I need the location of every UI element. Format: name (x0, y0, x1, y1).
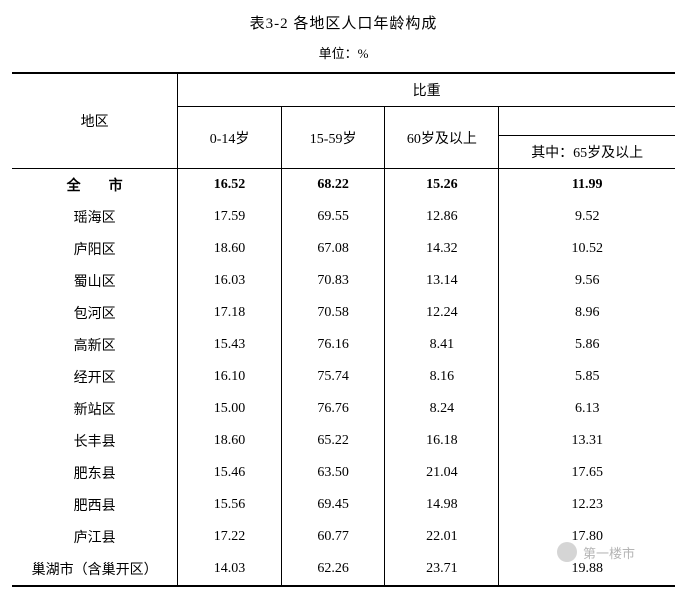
header-col0: 0-14岁 (178, 107, 282, 169)
header-col1: 15-59岁 (281, 107, 385, 169)
region-cell: 巢湖市（含巢开区） (12, 553, 178, 586)
table-row: 瑶海区17.5969.5512.869.52 (12, 201, 675, 233)
age-composition-table: 地区 比重 0-14岁 15-59岁 60岁及以上 其中：65岁及以上 全市16… (12, 72, 675, 587)
table-title: 表3-2 各地区人口年龄构成 (12, 12, 675, 33)
value-cell: 16.52 (178, 169, 282, 202)
value-cell: 15.46 (178, 457, 282, 489)
value-cell: 12.23 (499, 489, 675, 521)
region-cell: 肥东县 (12, 457, 178, 489)
table-row: 庐阳区18.6067.0814.3210.52 (12, 233, 675, 265)
table-row: 包河区17.1870.5812.248.96 (12, 297, 675, 329)
region-cell: 全市 (12, 169, 178, 202)
value-cell: 69.45 (281, 489, 385, 521)
value-cell: 21.04 (385, 457, 499, 489)
table-row: 蜀山区16.0370.8313.149.56 (12, 265, 675, 297)
value-cell: 5.85 (499, 361, 675, 393)
value-cell: 12.24 (385, 297, 499, 329)
value-cell: 8.16 (385, 361, 499, 393)
value-cell: 68.22 (281, 169, 385, 202)
table-row: 新站区15.0076.768.246.13 (12, 393, 675, 425)
value-cell: 15.00 (178, 393, 282, 425)
value-cell: 17.80 (499, 521, 675, 553)
table-row: 庐江县17.2260.7722.0117.80 (12, 521, 675, 553)
value-cell: 9.56 (499, 265, 675, 297)
value-cell: 6.13 (499, 393, 675, 425)
value-cell: 14.03 (178, 553, 282, 586)
value-cell: 69.55 (281, 201, 385, 233)
value-cell: 22.01 (385, 521, 499, 553)
value-cell: 62.26 (281, 553, 385, 586)
value-cell: 14.98 (385, 489, 499, 521)
table-row: 高新区15.4376.168.415.86 (12, 329, 675, 361)
value-cell: 9.52 (499, 201, 675, 233)
table-row: 全市16.5268.2215.2611.99 (12, 169, 675, 202)
header-col2: 60岁及以上 (385, 107, 499, 169)
value-cell: 15.26 (385, 169, 499, 202)
table-row: 巢湖市（含巢开区）14.0362.2623.7119.88 (12, 553, 675, 586)
region-cell: 瑶海区 (12, 201, 178, 233)
value-cell: 70.58 (281, 297, 385, 329)
value-cell: 17.22 (178, 521, 282, 553)
region-cell: 高新区 (12, 329, 178, 361)
value-cell: 15.43 (178, 329, 282, 361)
header-region: 地区 (12, 73, 178, 169)
value-cell: 12.86 (385, 201, 499, 233)
header-col3-blank (499, 107, 675, 136)
value-cell: 13.31 (499, 425, 675, 457)
region-cell: 庐阳区 (12, 233, 178, 265)
value-cell: 67.08 (281, 233, 385, 265)
region-cell: 包河区 (12, 297, 178, 329)
value-cell: 8.96 (499, 297, 675, 329)
value-cell: 23.71 (385, 553, 499, 586)
header-col3: 其中：65岁及以上 (499, 136, 675, 169)
value-cell: 17.65 (499, 457, 675, 489)
value-cell: 65.22 (281, 425, 385, 457)
value-cell: 60.77 (281, 521, 385, 553)
value-cell: 18.60 (178, 425, 282, 457)
value-cell: 11.99 (499, 169, 675, 202)
table-unit: 单位：% (12, 43, 675, 62)
table-body: 全市16.5268.2215.2611.99瑶海区17.5969.5512.86… (12, 169, 675, 587)
value-cell: 76.76 (281, 393, 385, 425)
value-cell: 16.18 (385, 425, 499, 457)
value-cell: 76.16 (281, 329, 385, 361)
table-row: 长丰县18.6065.2216.1813.31 (12, 425, 675, 457)
region-cell: 蜀山区 (12, 265, 178, 297)
region-cell: 新站区 (12, 393, 178, 425)
value-cell: 16.10 (178, 361, 282, 393)
table-row: 肥东县15.4663.5021.0417.65 (12, 457, 675, 489)
region-cell: 经开区 (12, 361, 178, 393)
value-cell: 13.14 (385, 265, 499, 297)
value-cell: 5.86 (499, 329, 675, 361)
region-cell: 长丰县 (12, 425, 178, 457)
value-cell: 63.50 (281, 457, 385, 489)
table-row: 经开区16.1075.748.165.85 (12, 361, 675, 393)
header-group: 比重 (178, 73, 675, 107)
value-cell: 10.52 (499, 233, 675, 265)
region-cell: 肥西县 (12, 489, 178, 521)
value-cell: 14.32 (385, 233, 499, 265)
value-cell: 19.88 (499, 553, 675, 586)
value-cell: 18.60 (178, 233, 282, 265)
value-cell: 8.41 (385, 329, 499, 361)
value-cell: 16.03 (178, 265, 282, 297)
table-row: 肥西县15.5669.4514.9812.23 (12, 489, 675, 521)
value-cell: 17.59 (178, 201, 282, 233)
value-cell: 75.74 (281, 361, 385, 393)
value-cell: 8.24 (385, 393, 499, 425)
value-cell: 70.83 (281, 265, 385, 297)
region-cell: 庐江县 (12, 521, 178, 553)
value-cell: 15.56 (178, 489, 282, 521)
value-cell: 17.18 (178, 297, 282, 329)
